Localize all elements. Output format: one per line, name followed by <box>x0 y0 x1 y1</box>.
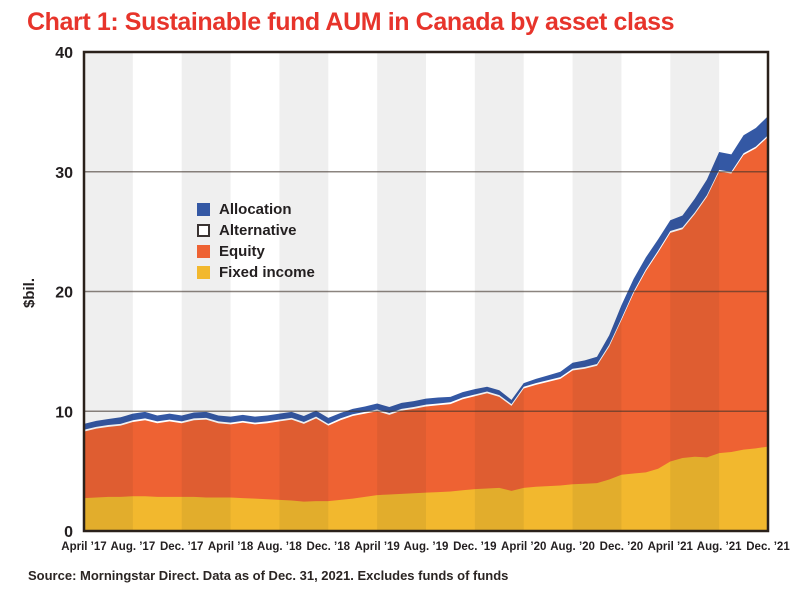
allocation-swatch-icon <box>197 203 210 216</box>
x-tick-label: Aug. ’19 <box>404 541 449 553</box>
y-tick-label: 10 <box>55 404 73 421</box>
legend-label: Alternative <box>219 222 297 239</box>
chart-title: Chart 1: Sustainable fund AUM in Canada … <box>27 8 675 36</box>
x-tick-label: Aug. ’21 <box>697 541 742 553</box>
area-fixed-income <box>84 446 768 531</box>
x-tick-label: Dec. ’19 <box>453 541 496 553</box>
legend-item-fixed-income: Fixed income <box>197 262 315 283</box>
x-tick-label: Aug. ’17 <box>110 541 155 553</box>
x-tick-label: Dec. ’18 <box>307 541 351 553</box>
plot-frame <box>82 50 770 533</box>
y-tick-label: 20 <box>55 285 73 302</box>
legend-label: Allocation <box>219 201 292 218</box>
y-axis-label: $bil. <box>21 278 38 309</box>
legend-item-equity: Equity <box>197 241 315 262</box>
x-tick-label: April ’21 <box>648 541 694 553</box>
y-tick-label: 30 <box>55 165 73 182</box>
legend-label: Fixed income <box>219 264 315 281</box>
area-equity <box>84 137 768 531</box>
legend-item-allocation: Allocation <box>197 199 315 220</box>
x-tick-label: April ’18 <box>208 541 254 553</box>
y-tick-label: 0 <box>64 524 73 541</box>
legend: Allocation Alternative Equity Fixed inco… <box>197 199 315 283</box>
x-tick-label: April ’17 <box>61 541 106 553</box>
y-tick-label: 40 <box>55 45 73 62</box>
x-tick-label: Dec. ’20 <box>600 541 643 553</box>
x-tick-label: April ’19 <box>354 541 399 553</box>
x-tick-label: Aug. ’18 <box>257 541 302 553</box>
x-tick-label: Dec. ’21 <box>746 541 790 553</box>
equity-swatch-icon <box>197 245 210 258</box>
legend-item-alternative: Alternative <box>197 220 315 241</box>
x-tick-label: April ’20 <box>501 541 546 553</box>
source-attribution: Source: Morningstar Direct. Data as of D… <box>28 568 509 583</box>
x-tick-label: Aug. ’20 <box>550 541 595 553</box>
x-tick-label: Dec. ’17 <box>160 541 203 553</box>
alternative-swatch-icon <box>197 224 210 237</box>
legend-label: Equity <box>219 243 265 260</box>
fixed-income-swatch-icon <box>197 266 210 279</box>
